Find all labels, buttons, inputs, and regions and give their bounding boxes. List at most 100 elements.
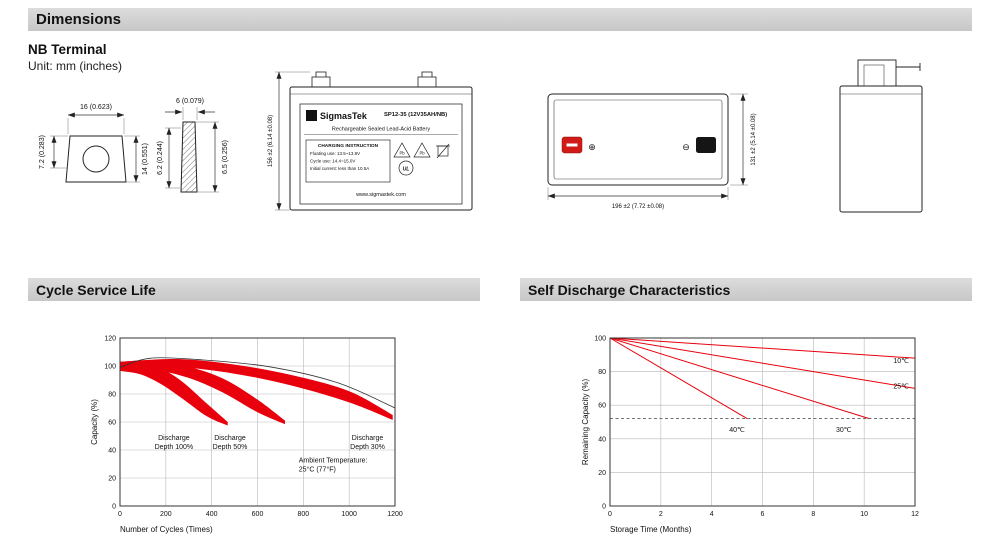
battery-side-view-drawing xyxy=(839,59,923,213)
svg-text:12: 12 xyxy=(911,511,919,518)
battery-front-view-drawing: 156 ±2 (6.14 ±0.08) S SigmasTek SP12-35 … xyxy=(268,71,473,211)
cycle-service-life-title: Cycle Service Life xyxy=(36,281,156,298)
svg-text:Depth 100%: Depth 100% xyxy=(155,444,194,451)
svg-text:80: 80 xyxy=(108,392,116,399)
unit-label: Unit: mm (inches) xyxy=(28,59,123,73)
side-terminal-housing xyxy=(857,59,897,87)
dim-terminal-width-label: 16 (0.623) xyxy=(80,104,112,111)
terminal-plate-shape xyxy=(65,135,127,183)
battery-top-view-drawing: ⊕ ⊖ 196 ±2 (7.72 ±0.08) 131 ±2 (5.14 ±0.… xyxy=(547,93,757,210)
terminal-base-right xyxy=(417,76,437,88)
dimensions-title: Dimensions xyxy=(36,11,122,28)
charging-title: CHARGING INSTRUCTION xyxy=(318,143,379,149)
terminal-type-label: NB Terminal xyxy=(28,42,107,57)
charging-instruction-box xyxy=(305,139,391,183)
svg-text:1200: 1200 xyxy=(387,511,403,518)
svg-text:0: 0 xyxy=(602,504,606,511)
svg-text:600: 600 xyxy=(252,511,264,518)
terminal-front-drawing: 16 (0.623) 7.2 (0.283) 14 (0.551) xyxy=(39,104,149,183)
svg-text:Capacity (%): Capacity (%) xyxy=(90,399,99,445)
svg-text:Ambient Temperature:: Ambient Temperature: xyxy=(299,458,368,465)
dim-battery-width-label: 131 ±2 (5.14 ±0.08) xyxy=(751,113,757,165)
cycle-service-life-chart: 0 200 400 600 800 1000 1200 0 20 40 60 80 100 120 Numb… xyxy=(90,336,403,535)
svg-text:40: 40 xyxy=(108,448,116,455)
terminal-side-drawing: 6 (0.079) 6.2 (0.244) 6.5 (0.256) xyxy=(157,98,229,193)
svg-text:400: 400 xyxy=(206,511,218,518)
sigmastek-logo-icon xyxy=(306,110,317,121)
svg-text:0: 0 xyxy=(118,511,122,518)
svg-text:Storage Time (Months): Storage Time (Months) xyxy=(610,525,692,534)
brand-name: SigmasTek xyxy=(320,111,368,121)
svg-text:30℃: 30℃ xyxy=(836,427,852,434)
side-view-case xyxy=(839,85,923,213)
svg-text:40: 40 xyxy=(598,436,606,443)
cycle-service-life-header: Cycle Service Life xyxy=(28,278,480,301)
svg-text:Discharge: Discharge xyxy=(352,435,384,442)
svg-text:Number of Cycles (Times): Number of Cycles (Times) xyxy=(120,525,213,534)
svg-text:40℃: 40℃ xyxy=(729,427,745,434)
top-view-lid-inset xyxy=(553,99,723,180)
charging-line-2: Cycle use: 14.4~15.0V xyxy=(310,159,355,164)
dimensions-section-header: Dimensions xyxy=(28,8,972,31)
svg-text:Depth 50%: Depth 50% xyxy=(213,444,248,451)
terminal-slot-mark xyxy=(566,143,578,147)
terminal-subhead: NB Terminal Unit: mm (inches) xyxy=(28,42,122,73)
svg-text:25°C (77°F): 25°C (77°F) xyxy=(299,466,336,474)
svg-text:100: 100 xyxy=(594,336,606,343)
self-discharge-chart: 0 2 4 6 8 10 12 0 20 40 60 80 100 Storage Time (Month… xyxy=(581,336,919,535)
pb-recycle-icon-2 xyxy=(413,142,431,158)
website-text: www.sigmastek.com xyxy=(355,192,406,198)
svg-text:20: 20 xyxy=(598,470,606,477)
negative-symbol: ⊖ xyxy=(682,142,690,152)
svg-text:60: 60 xyxy=(598,403,606,410)
svg-text:120: 120 xyxy=(104,336,116,343)
pb-label-1: Pb xyxy=(399,151,405,156)
svg-text:Depth 30%: Depth 30% xyxy=(350,444,385,451)
charging-line-1: Floating use: 13.5~13.8V xyxy=(310,151,360,156)
dim-terminal-height-full-label: 14 (0.551) xyxy=(142,143,149,175)
dim-battery-length-label: 196 ±2 (7.72 ±0.08) xyxy=(612,204,664,210)
logo-letter: S xyxy=(309,112,315,121)
svg-text:800: 800 xyxy=(297,511,309,518)
top-view-case xyxy=(547,93,729,186)
dim-terminal-inner-label: 6.2 (0.244) xyxy=(157,141,164,175)
svg-text:80: 80 xyxy=(598,369,606,376)
self-discharge-title: Self Discharge Characteristics xyxy=(528,281,731,298)
dim-terminal-thickness-label: 6 (0.079) xyxy=(176,98,204,105)
svg-text:60: 60 xyxy=(108,420,116,427)
ul-label: UL xyxy=(403,167,410,173)
svg-text:1000: 1000 xyxy=(341,511,357,518)
positive-symbol: ⊕ xyxy=(588,142,596,152)
svg-text:200: 200 xyxy=(160,511,172,518)
pb-label-2: Pb xyxy=(419,151,425,156)
dim-terminal-outer-label: 6.5 (0.256) xyxy=(222,140,229,174)
svg-text:10℃: 10℃ xyxy=(893,358,909,365)
pb-recycle-icon xyxy=(393,142,411,158)
terminal-bolt-hole xyxy=(82,145,110,173)
svg-text:Remaining Capacity (%): Remaining Capacity (%) xyxy=(581,379,590,466)
svg-text:10: 10 xyxy=(860,511,868,518)
svg-text:100: 100 xyxy=(104,364,116,371)
svg-text:20: 20 xyxy=(108,476,116,483)
charging-line-3: Initial current: less than 10.5A xyxy=(310,166,369,171)
dim-battery-height-label: 156 ±2 (6.14 ±0.08) xyxy=(268,115,274,167)
battery-type-text: Rechargeable Sealed Lead-Acid Battery xyxy=(332,127,430,133)
battery-label xyxy=(299,103,463,205)
negative-terminal-black xyxy=(696,137,716,153)
terminal-cross-section-shape xyxy=(180,121,198,193)
model-number: SP12-35 (12V35AH/NB) xyxy=(384,112,447,118)
svg-text:2: 2 xyxy=(659,511,663,518)
dim-terminal-height-small-label: 7.2 (0.283) xyxy=(39,135,46,169)
svg-text:8: 8 xyxy=(811,511,815,518)
svg-text:4: 4 xyxy=(710,511,714,518)
ul-certification-icon xyxy=(398,160,414,176)
terminal-base-left xyxy=(311,76,331,88)
svg-text:6: 6 xyxy=(761,511,765,518)
svg-text:Discharge: Discharge xyxy=(214,435,246,442)
svg-text:25℃: 25℃ xyxy=(893,383,909,390)
svg-text:Discharge: Discharge xyxy=(158,435,190,442)
self-discharge-header: Self Discharge Characteristics xyxy=(520,278,972,301)
svg-text:0: 0 xyxy=(608,511,612,518)
svg-text:0: 0 xyxy=(112,504,116,511)
